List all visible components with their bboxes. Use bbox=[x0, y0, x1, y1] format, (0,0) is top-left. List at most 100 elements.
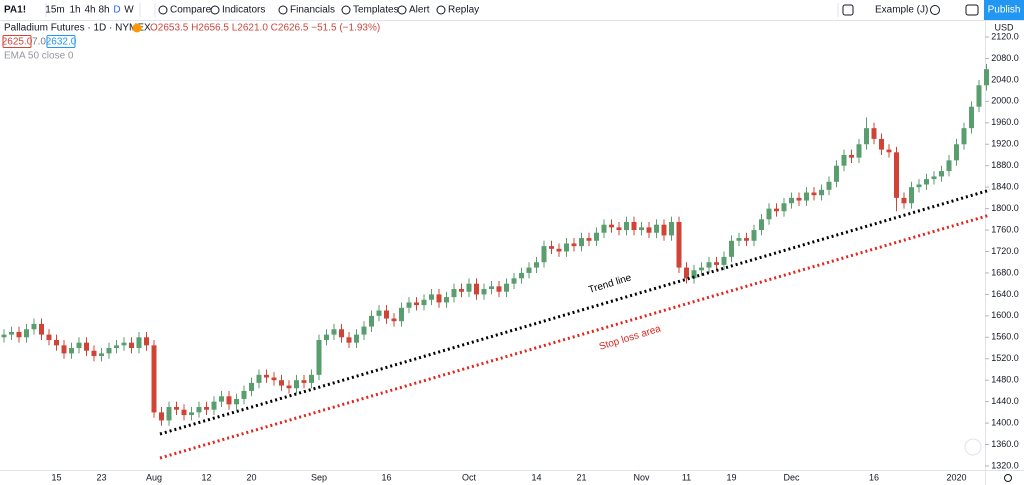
interval[interactable]: 4h bbox=[84, 5, 95, 16]
y-tick-label: 1440.0 bbox=[991, 396, 1019, 406]
y-tick-label: 2080.0 bbox=[991, 53, 1019, 63]
toolbar-button[interactable]: Alert bbox=[409, 5, 430, 16]
candle-body bbox=[841, 154, 847, 166]
candle-body bbox=[196, 407, 202, 413]
candle-body bbox=[549, 246, 554, 249]
bid: 2625.0 bbox=[2, 37, 33, 48]
candle-body bbox=[114, 345, 119, 349]
toolbar-button[interactable]: Financials bbox=[290, 5, 335, 16]
candle-body bbox=[774, 208, 779, 212]
candle-body bbox=[601, 224, 607, 233]
candle-body bbox=[256, 374, 262, 383]
candle-body bbox=[459, 289, 464, 292]
candle-body bbox=[294, 380, 299, 389]
candle-body bbox=[69, 348, 74, 354]
x-tick-label: 11 bbox=[682, 472, 691, 482]
interval[interactable]: W bbox=[124, 5, 134, 16]
candle-body bbox=[271, 377, 277, 381]
interval[interactable]: 8h bbox=[98, 5, 109, 16]
candle-body bbox=[39, 323, 44, 335]
candle-body bbox=[856, 144, 862, 158]
button-icon[interactable] bbox=[341, 5, 351, 15]
x-tick-label: Dec bbox=[783, 472, 800, 482]
legend-title: Palladium Futures · 1D · NYMEX bbox=[4, 23, 151, 34]
y-tick-label: 1760.0 bbox=[991, 224, 1019, 234]
y-tick-label: 1880.0 bbox=[991, 160, 1019, 170]
candle-body bbox=[939, 171, 944, 177]
candle-body bbox=[481, 289, 487, 295]
y-tick-label: 1600.0 bbox=[991, 310, 1019, 320]
x-tick-label: 15 bbox=[51, 472, 61, 482]
scroll-button[interactable] bbox=[964, 438, 982, 456]
y-tick-label: 1840.0 bbox=[991, 182, 1019, 192]
candle-body bbox=[579, 238, 584, 247]
interval[interactable]: 15m bbox=[45, 5, 64, 16]
y-tick-label: 2040.0 bbox=[991, 74, 1019, 84]
candle-body bbox=[24, 329, 29, 338]
candle-body bbox=[541, 246, 547, 263]
candle-body bbox=[511, 278, 517, 284]
currency[interactable]: USD bbox=[994, 22, 1014, 32]
candle-body bbox=[219, 396, 224, 402]
button-icon[interactable] bbox=[210, 5, 220, 15]
candle-body bbox=[616, 227, 622, 231]
candle-body bbox=[714, 262, 719, 265]
candle-body bbox=[61, 345, 67, 354]
button-icon[interactable] bbox=[436, 5, 446, 15]
candle-body bbox=[661, 224, 667, 236]
candle-body bbox=[901, 197, 907, 204]
x-tick-label: 2020 bbox=[946, 472, 966, 482]
candle-body bbox=[751, 230, 757, 241]
candle-body bbox=[984, 69, 989, 86]
toolbar-button[interactable]: Replay bbox=[448, 5, 479, 16]
candle-body bbox=[151, 345, 157, 413]
publish-button[interactable] bbox=[984, 0, 1024, 20]
candle-body bbox=[946, 160, 952, 172]
y-tick-label: 1920.0 bbox=[991, 139, 1019, 149]
candle-body bbox=[886, 149, 892, 153]
candle-body bbox=[879, 138, 884, 150]
y-tick-label: 1360.0 bbox=[991, 439, 1019, 449]
toolbar-button[interactable]: Compare bbox=[170, 5, 212, 16]
y-tick-label: 1400.0 bbox=[991, 417, 1019, 427]
candle-body bbox=[586, 238, 592, 241]
stop-loss-line bbox=[159, 213, 991, 460]
toolbar-button[interactable]: Templates bbox=[353, 5, 399, 16]
layout-name[interactable]: Example (J) bbox=[875, 5, 928, 16]
toolbar: PA1! Example (J) Publish 15m 1h 4h 8h D W Comp… bbox=[0, 0, 1024, 21]
symbol[interactable]: PA1! bbox=[4, 5, 26, 16]
candle-body bbox=[346, 337, 352, 343]
candle-body bbox=[931, 176, 937, 180]
candle-body bbox=[526, 267, 532, 273]
button-icon[interactable] bbox=[278, 5, 288, 15]
publish-label[interactable]: Publish bbox=[988, 5, 1021, 16]
candle-body bbox=[331, 329, 337, 335]
y-tick-label: 1800.0 bbox=[991, 203, 1019, 213]
interval[interactable]: 1h bbox=[69, 5, 80, 16]
candle-body bbox=[421, 299, 427, 306]
axis-settings[interactable] bbox=[1004, 474, 1012, 482]
button-icon[interactable] bbox=[158, 5, 168, 15]
candle-body bbox=[699, 267, 704, 271]
button-icon[interactable] bbox=[397, 5, 407, 15]
candle-body bbox=[624, 222, 629, 231]
candle-body bbox=[864, 128, 869, 145]
toolbar-button[interactable]: Indicators bbox=[222, 5, 265, 16]
settings-icon[interactable] bbox=[930, 5, 940, 15]
trend-line bbox=[159, 188, 991, 436]
y-tick-label: 1640.0 bbox=[991, 289, 1019, 299]
candle-body bbox=[556, 248, 562, 252]
icon[interactable] bbox=[842, 4, 854, 16]
candle-body bbox=[826, 181, 832, 190]
candle-body bbox=[646, 227, 652, 233]
candle-body bbox=[504, 283, 509, 292]
camera-icon[interactable] bbox=[965, 4, 979, 16]
candle-body bbox=[414, 302, 419, 306]
candle-body bbox=[849, 154, 854, 158]
candle-body bbox=[961, 128, 967, 145]
candle-body bbox=[789, 197, 794, 204]
candle-body bbox=[669, 222, 674, 236]
y-tick-label: 1480.0 bbox=[991, 375, 1019, 385]
interval[interactable]: D bbox=[113, 5, 120, 16]
candle-body bbox=[474, 283, 479, 295]
